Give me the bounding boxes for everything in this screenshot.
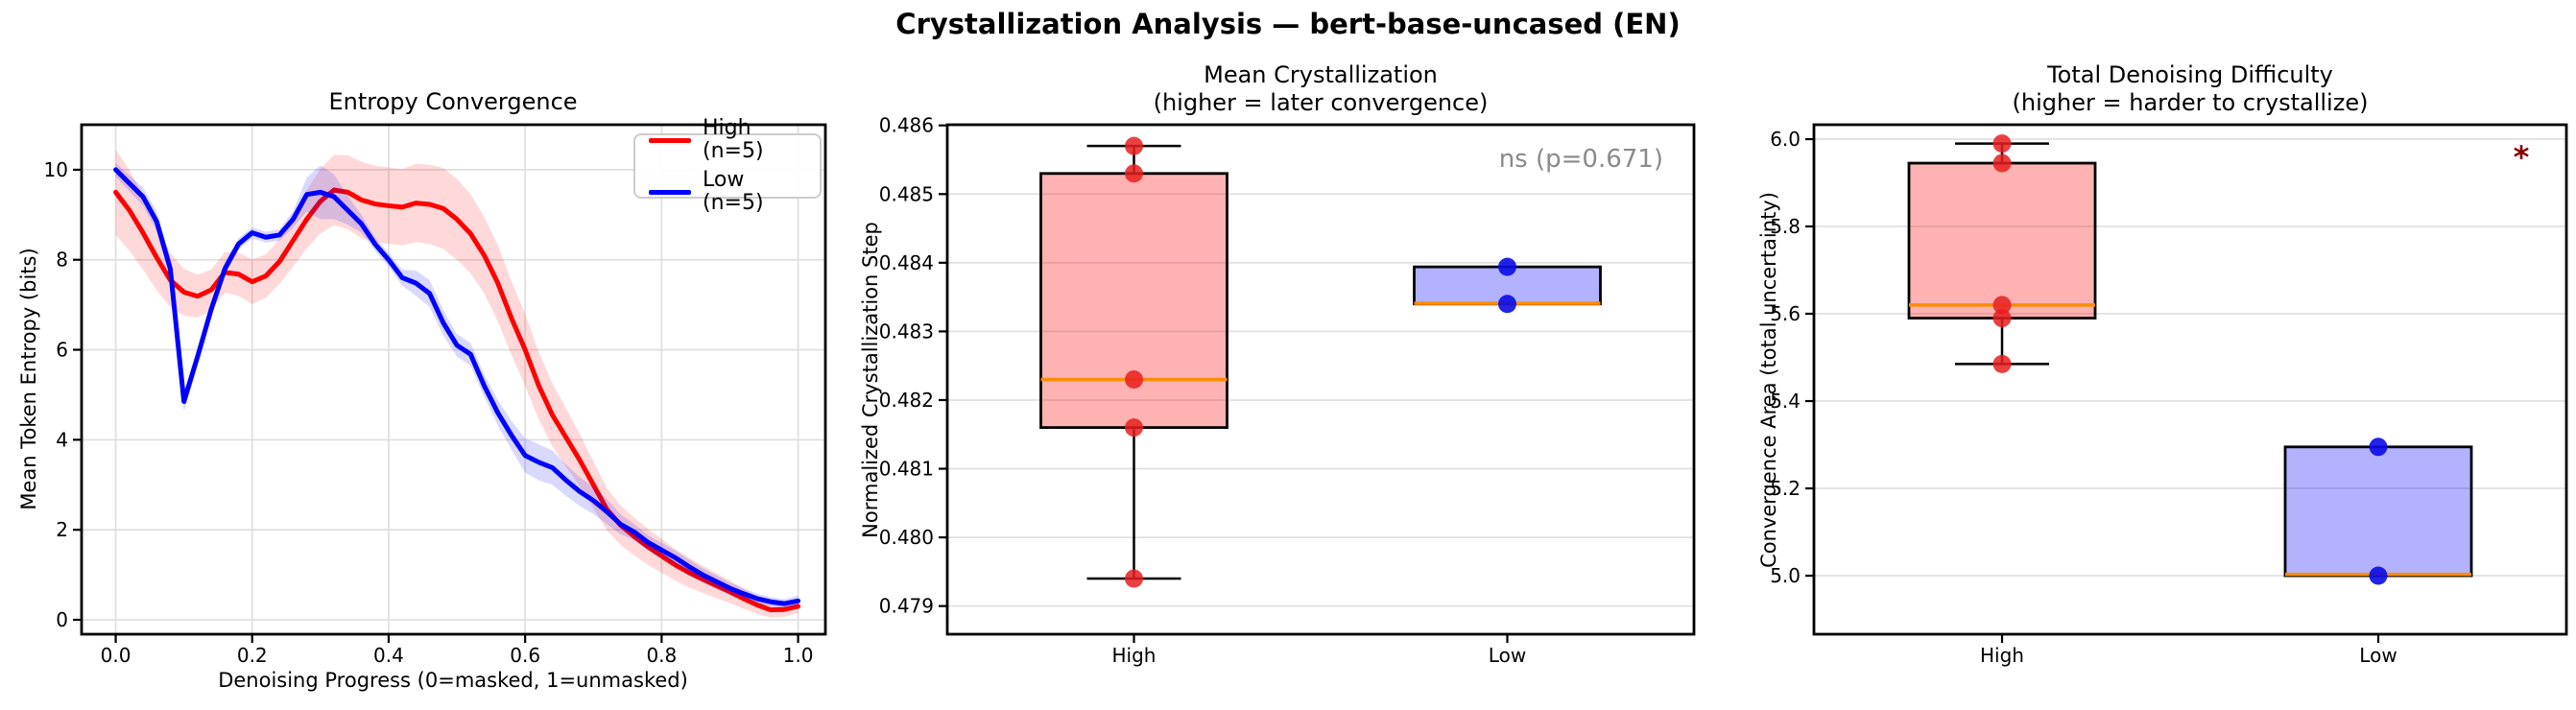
box-low <box>2283 445 2473 578</box>
xtick-label: 0.6 <box>510 644 540 667</box>
axes-frame <box>945 123 1696 636</box>
datapoint-high <box>1992 354 2012 373</box>
panel1-title: Entropy Convergence <box>328 88 578 115</box>
curve-low <box>113 167 801 606</box>
box-high <box>1039 172 1228 429</box>
ytick-label: 5.6 <box>1770 302 1801 325</box>
xtick-label: 0.8 <box>646 644 677 667</box>
xtick-label: 0.4 <box>373 644 404 667</box>
ytick-label: 0.482 <box>879 389 934 412</box>
datapoint-low <box>2369 438 2388 457</box>
legend-item-high: High (n=5) <box>635 117 820 163</box>
ytick-label: 0.481 <box>879 458 934 481</box>
category-label: Low <box>1489 644 1526 667</box>
category-label: High <box>1112 644 1157 667</box>
datapoint-high <box>1125 418 1143 438</box>
xtick-label: 1.0 <box>783 644 814 667</box>
datapoint-low <box>1498 295 1516 314</box>
category-label: Low <box>2359 644 2397 667</box>
legend-high-line-swatch <box>649 137 691 143</box>
ytick-label: 2 <box>56 518 68 541</box>
xtick-label: 0.0 <box>101 644 131 667</box>
ytick-label: 5.2 <box>1770 477 1801 500</box>
panel1-xlabel: Denoising Progress (0=masked, 1=unmasked… <box>218 669 688 692</box>
category-label: High <box>1980 644 2024 667</box>
box-high <box>1907 161 2097 320</box>
datapoint-high <box>1992 296 2012 315</box>
datapoint-high <box>1992 309 2012 328</box>
ytick-label: 8 <box>56 248 68 272</box>
datapoint-low <box>1498 257 1516 276</box>
datapoint-low <box>2369 566 2388 585</box>
panel2-significance-annotation: ns (p=0.671) <box>1498 145 1663 174</box>
ytick-label: 6.0 <box>1770 128 1801 151</box>
legend-low-line-swatch <box>649 189 691 195</box>
axes-frame <box>80 123 827 636</box>
axes-frame <box>1812 123 2568 636</box>
datapoint-high <box>1992 154 2012 173</box>
datapoint-high <box>1125 569 1143 588</box>
ytick-label: 0.483 <box>879 320 934 343</box>
figure-title: Crystallization Analysis — bert-base-unc… <box>895 8 1681 40</box>
ytick-label: 0 <box>56 608 68 631</box>
legend-low-label: Low (n=5) <box>703 168 764 215</box>
datapoint-high <box>1992 134 2012 154</box>
panel2-title: Mean Crystallization (higher = later con… <box>1153 61 1489 116</box>
xtick-label: 0.2 <box>237 644 268 667</box>
panel2-ylabel: Normalized Crystallization Step <box>859 222 882 538</box>
ytick-label: 0.479 <box>879 595 934 618</box>
legend-high-label: High (n=5) <box>703 116 764 163</box>
ytick-label: 5.0 <box>1770 564 1801 587</box>
ytick-label: 5.4 <box>1770 390 1801 413</box>
ytick-label: 4 <box>56 428 68 451</box>
datapoint-high <box>1125 164 1143 183</box>
panel1-ylabel: Mean Token Entropy (bits) <box>17 248 40 510</box>
ytick-label: 10 <box>44 158 68 181</box>
confidence-band-high <box>115 149 799 618</box>
ytick-label: 0.484 <box>879 251 934 274</box>
ytick-label: 0.480 <box>879 526 934 549</box>
ytick-label: 5.8 <box>1770 215 1801 238</box>
ytick-label: 0.486 <box>879 114 934 137</box>
datapoint-high <box>1125 370 1143 389</box>
panel3-title: Total Denoising Difficulty (higher = har… <box>2012 61 2369 116</box>
panel3-significance-star: * <box>2513 139 2530 176</box>
legend: High (n=5) Low (n=5) <box>633 117 822 215</box>
datapoint-high <box>1125 136 1143 155</box>
panel3-ylabel: Convergence Area (total uncertainty) <box>1757 192 1780 568</box>
legend-item-low: Low (n=5) <box>635 169 820 215</box>
ytick-label: 6 <box>56 339 68 362</box>
curve-high <box>113 187 801 613</box>
ytick-label: 0.485 <box>879 182 934 205</box>
